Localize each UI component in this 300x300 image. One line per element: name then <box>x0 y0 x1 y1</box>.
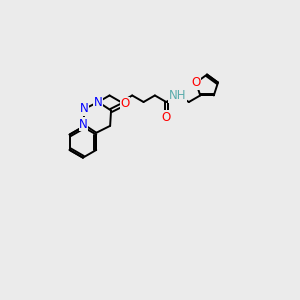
Text: N: N <box>80 102 89 116</box>
Text: O: O <box>162 111 171 124</box>
Text: O: O <box>191 76 201 89</box>
Text: N: N <box>94 95 103 109</box>
Text: N: N <box>79 118 88 131</box>
Text: O: O <box>120 97 130 110</box>
Text: NH: NH <box>169 89 186 102</box>
